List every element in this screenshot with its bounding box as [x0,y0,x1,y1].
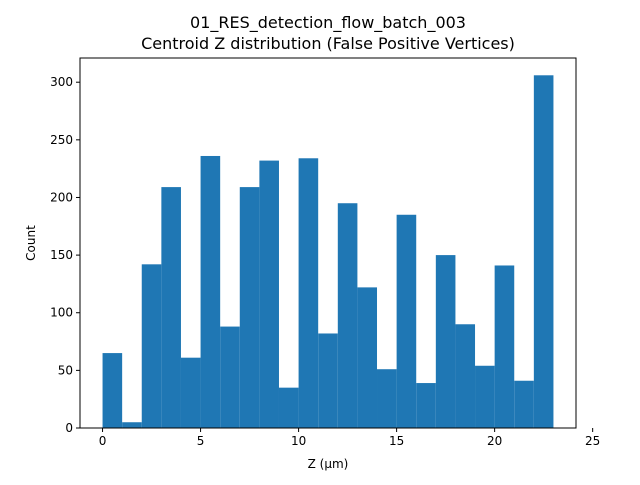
histogram-bar [435,255,456,428]
x-tick-label: 20 [487,434,502,448]
y-tick-label: 300 [50,75,73,89]
y-tick-label: 200 [50,190,73,204]
histogram-bar [416,383,436,428]
x-tick-label: 5 [197,434,205,448]
y-tick-label: 150 [50,248,73,262]
histogram-bar [298,158,319,428]
y-axis-label: Count [24,225,38,261]
x-tick-label: 15 [389,434,404,448]
histogram-bar [377,369,397,428]
histogram-bar [475,365,495,428]
histogram-bar [455,324,476,428]
histogram-bar [259,160,279,428]
histogram-bar [494,265,515,428]
y-tick-label: 50 [58,363,73,377]
histogram-bar [102,353,123,428]
chart-title: 01_RES_detection_flow_batch_003 [190,13,466,33]
histogram-bar [200,155,221,429]
chart-subtitle: Centroid Z distribution (False Positive … [141,34,515,53]
histogram-bar [357,287,378,428]
bars-group [102,75,554,429]
histogram-bar [396,214,417,428]
histogram-bar [278,387,299,428]
histogram-bar [514,380,534,428]
x-axis-ticks: 0 5 10 15 20 25 [99,428,600,448]
histogram-bar [318,333,338,428]
plot-area-frame [79,57,577,429]
histogram-bar [220,326,240,428]
x-tick-label: 10 [291,434,306,448]
x-tick-label: 0 [99,434,107,448]
histogram-bar [533,75,554,428]
histogram-bar [141,264,162,428]
y-tick-label: 100 [50,306,73,320]
y-axis-ticks: 0 50 100 150 200 250 300 [50,75,80,435]
histogram-bar [180,357,201,428]
histogram-bar [239,187,260,428]
y-tick-label: 0 [65,421,73,435]
x-axis-label: Z (µm) [308,457,349,471]
y-tick-label: 250 [50,133,73,147]
histogram-bar [161,187,181,428]
x-tick-label: 25 [585,434,600,448]
histogram-bar [337,203,358,428]
histogram-bar [122,422,142,428]
